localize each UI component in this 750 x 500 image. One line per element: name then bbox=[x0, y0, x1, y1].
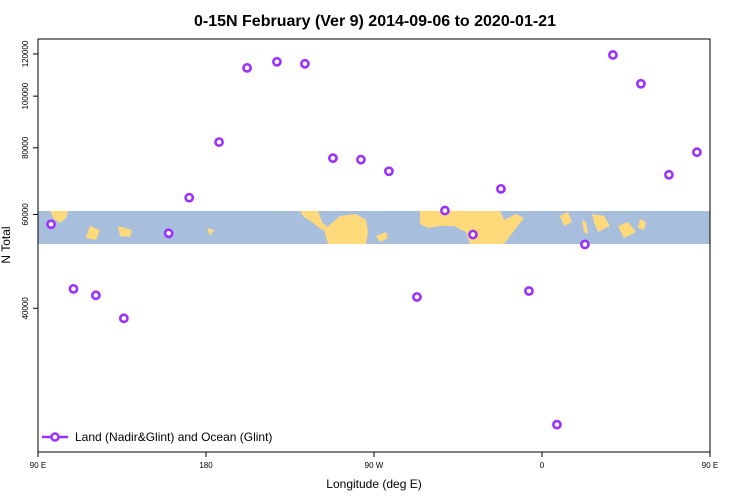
data-point bbox=[496, 183, 506, 194]
data-point bbox=[300, 58, 310, 69]
land-shape bbox=[618, 222, 636, 238]
x-tick-label: 180 bbox=[199, 461, 213, 470]
land-shape bbox=[376, 232, 388, 242]
y-tick-label: 80000 bbox=[21, 136, 30, 159]
x-axis-label: Longitude (deg E) bbox=[326, 477, 421, 491]
land-shape bbox=[638, 219, 646, 230]
y-tick-label: 120000 bbox=[21, 40, 30, 67]
x-tick-label: 90 E bbox=[30, 461, 46, 470]
data-point bbox=[163, 228, 174, 239]
land-shape bbox=[300, 211, 328, 230]
y-tick-label: 60000 bbox=[21, 203, 30, 226]
map-band bbox=[38, 211, 710, 244]
x-axis: 90 E 180 90 W 0 90 E bbox=[30, 452, 718, 470]
land-shape bbox=[50, 211, 68, 223]
data-point bbox=[46, 219, 56, 230]
data-point bbox=[356, 154, 366, 165]
legend: Land (Nadir&Glint) and Ocean (Glint) bbox=[42, 430, 272, 444]
x-tick-label: 90 E bbox=[702, 461, 718, 470]
data-point bbox=[468, 229, 478, 240]
data-point bbox=[608, 50, 618, 60]
x-tick-label: 0 bbox=[540, 461, 545, 470]
data-point bbox=[272, 56, 282, 67]
data-point bbox=[721, 221, 728, 228]
land-shape bbox=[118, 226, 132, 237]
data-point bbox=[68, 283, 79, 294]
data-point bbox=[664, 169, 674, 180]
land-shape bbox=[324, 214, 368, 244]
land-shape bbox=[207, 228, 214, 236]
data-point bbox=[636, 78, 646, 89]
land-band bbox=[50, 211, 646, 244]
data-point bbox=[384, 166, 394, 177]
data-series bbox=[46, 50, 728, 430]
y-tick-label: 100000 bbox=[21, 82, 30, 109]
y-axis: 40000 60000 80000 100000 120000 bbox=[21, 40, 38, 319]
data-point bbox=[242, 62, 252, 73]
land-shape bbox=[420, 211, 524, 244]
ocean-band bbox=[38, 211, 710, 244]
data-point bbox=[440, 205, 450, 216]
chart-title: 0-15N February (Ver 9) 2014-09-06 to 202… bbox=[194, 13, 556, 30]
y-tick-label: 40000 bbox=[21, 297, 30, 320]
data-point bbox=[90, 290, 101, 301]
land-shape bbox=[86, 226, 100, 240]
land-shape bbox=[560, 212, 572, 226]
plot-frame bbox=[37, 38, 711, 453]
data-point bbox=[118, 313, 129, 324]
data-point bbox=[214, 137, 224, 147]
data-point bbox=[692, 147, 702, 158]
data-point bbox=[328, 153, 338, 164]
data-point bbox=[524, 286, 534, 296]
land-shape bbox=[592, 214, 610, 232]
x-tick-label: 90 W bbox=[365, 461, 384, 470]
data-point bbox=[412, 292, 422, 302]
legend-entry: Land (Nadir&Glint) and Ocean (Glint) bbox=[75, 430, 272, 444]
data-point bbox=[580, 239, 590, 250]
land-shape bbox=[582, 220, 588, 234]
data-point bbox=[184, 192, 195, 203]
y-axis-label: N Total bbox=[0, 226, 13, 263]
legend-swatch-marker bbox=[50, 432, 60, 442]
data-point bbox=[552, 419, 562, 430]
